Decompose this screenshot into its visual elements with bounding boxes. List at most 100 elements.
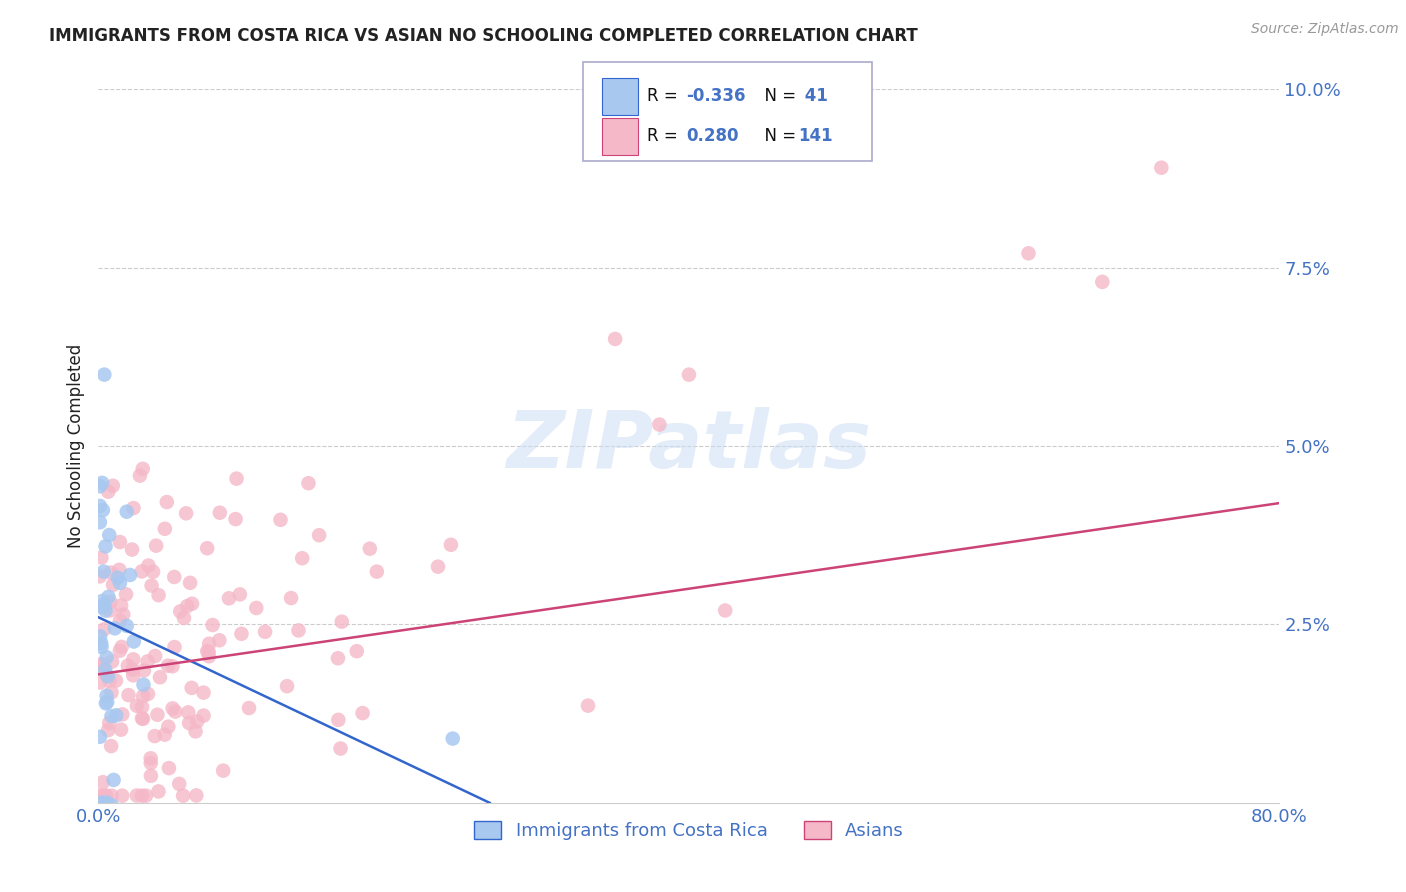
Point (98, 528, 121, 542)
Point (90, 636, 112, 650)
Point (1150, 161, 1173, 175)
Point (1091, 275, 1114, 289)
Text: R =: R = (647, 87, 683, 105)
Point (97, 484, 120, 499)
Point (440, 538, 463, 552)
Point (112, 607, 135, 622)
Point (91, 789, 114, 803)
Point (172, 789, 194, 803)
Point (270, 513, 292, 527)
Point (93, 796, 115, 810)
Point (94, 540, 117, 554)
Point (193, 708, 215, 723)
Point (359, 541, 381, 556)
Point (97, 669, 120, 683)
Point (153, 728, 176, 742)
Point (105, 708, 128, 723)
Point (136, 687, 159, 701)
Point (197, 645, 219, 659)
Point (108, 563, 131, 577)
Point (108, 575, 131, 590)
Point (287, 624, 309, 638)
Point (110, 599, 132, 613)
Point (117, 658, 139, 673)
Y-axis label: No Schooling Completed: No Schooling Completed (67, 344, 86, 548)
Point (291, 551, 314, 566)
Point (139, 769, 162, 783)
Point (149, 670, 172, 684)
Point (93, 598, 115, 612)
Point (138, 558, 160, 573)
Point (89, 730, 111, 744)
Point (90, 640, 112, 654)
Point (89, 569, 111, 583)
Point (427, 559, 450, 574)
Point (132, 664, 155, 678)
Point (308, 528, 330, 542)
Point (98, 594, 121, 608)
Point (131, 711, 153, 725)
Point (167, 777, 190, 791)
Point (156, 495, 179, 509)
Point (346, 644, 368, 658)
Point (179, 575, 201, 590)
Point (212, 764, 235, 778)
Point (93, 368, 115, 382)
Text: 41: 41 (799, 87, 828, 105)
Point (231, 627, 253, 641)
Point (91, 600, 114, 615)
Point (148, 784, 170, 798)
Point (173, 611, 195, 625)
Point (89, 675, 111, 690)
Point (121, 663, 143, 677)
Point (96, 650, 118, 665)
Point (111, 707, 134, 722)
Point (94, 789, 117, 803)
Point (280, 591, 302, 605)
Point (107, 571, 129, 585)
Point (326, 651, 349, 665)
Point (96, 689, 118, 703)
Point (157, 761, 180, 775)
Point (131, 700, 153, 714)
Point (135, 789, 157, 803)
Point (328, 713, 350, 727)
Text: -0.336: -0.336 (686, 87, 745, 105)
Point (98, 673, 121, 688)
Point (146, 707, 169, 722)
Point (111, 789, 134, 803)
Point (100, 709, 122, 723)
Text: R =: R = (647, 128, 683, 145)
Point (91, 594, 114, 608)
Point (90, 550, 112, 565)
Point (94, 696, 117, 710)
Point (125, 698, 148, 713)
Point (104, 673, 127, 688)
Point (162, 701, 184, 715)
Point (225, 512, 247, 526)
Point (103, 772, 125, 787)
Point (101, 479, 124, 493)
Text: IMMIGRANTS FROM COSTA RICA VS ASIAN NO SCHOOLING COMPLETED CORRELATION CHART: IMMIGRANTS FROM COSTA RICA VS ASIAN NO S… (49, 27, 918, 45)
Point (110, 723, 132, 737)
Point (93, 565, 115, 579)
Point (179, 716, 201, 731)
Point (98, 715, 121, 730)
Point (122, 634, 145, 648)
Point (96, 796, 118, 810)
Point (108, 535, 131, 549)
Point (366, 565, 388, 579)
Point (89, 479, 111, 493)
Point (131, 789, 153, 803)
Text: N =: N = (754, 128, 801, 145)
Point (218, 591, 240, 606)
Point (156, 658, 179, 673)
Point (201, 618, 224, 632)
Point (129, 468, 152, 483)
Point (108, 614, 131, 628)
Point (132, 712, 155, 726)
Point (648, 417, 671, 432)
Point (142, 565, 165, 579)
Point (162, 659, 184, 673)
Point (91, 775, 114, 789)
